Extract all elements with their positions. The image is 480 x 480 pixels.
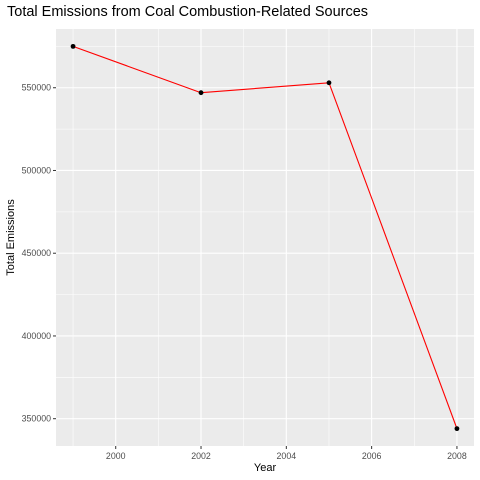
- y-tick-label: 500000: [22, 165, 51, 175]
- major-gridlines: [56, 29, 474, 446]
- x-tick-label: 2002: [191, 451, 211, 461]
- plot-panel: [56, 29, 474, 446]
- x-axis-ticks: 2000 2002 2004 2006 2008: [106, 446, 467, 461]
- y-axis-ticks: 350000 400000 450000 500000 550000: [22, 83, 56, 424]
- y-tick-label: 450000: [22, 248, 51, 258]
- series-layer: [72, 45, 458, 429]
- chart-title: Total Emissions from Coal Combustion-Rel…: [7, 4, 368, 20]
- y-tick-label: 400000: [22, 331, 51, 341]
- data-point: [454, 426, 460, 432]
- x-tick-label: 2008: [447, 451, 467, 461]
- x-axis-title: Year: [254, 462, 277, 474]
- data-point: [70, 43, 76, 49]
- x-tick-label: 2004: [277, 451, 297, 461]
- data-point: [326, 80, 332, 86]
- y-tick-label: 350000: [22, 414, 51, 424]
- points-layer: [70, 43, 460, 432]
- y-tick-label: 550000: [22, 83, 51, 93]
- x-tick-label: 2006: [362, 451, 382, 461]
- data-point: [198, 90, 204, 96]
- y-axis-title: Total Emissions: [5, 199, 17, 276]
- x-tick-label: 2000: [106, 451, 126, 461]
- minor-gridlines: [56, 29, 474, 446]
- series-line: [72, 45, 458, 429]
